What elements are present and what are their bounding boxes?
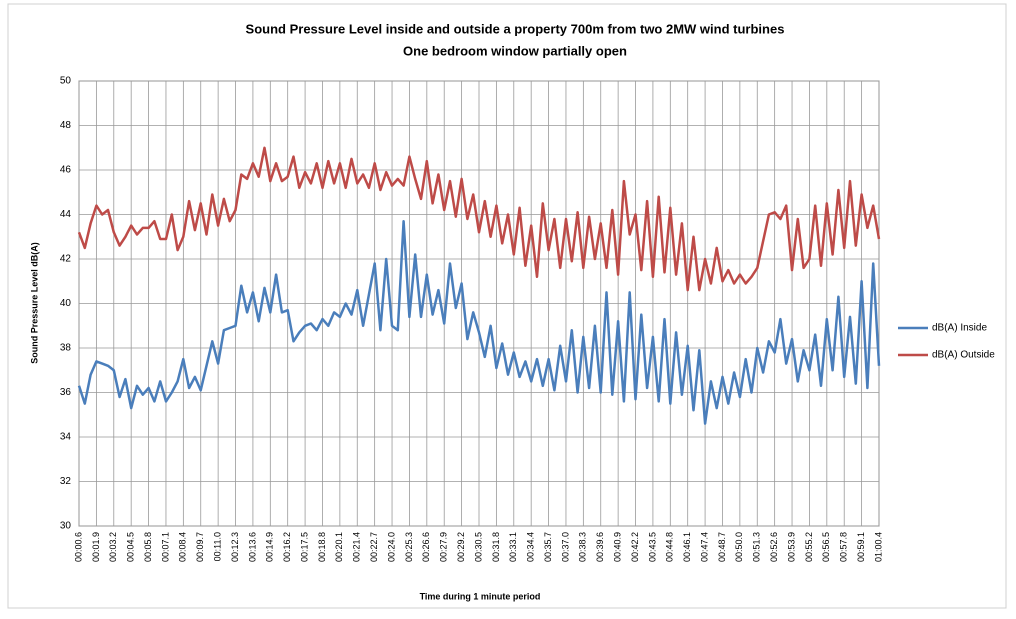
x-tick-label: 00:34.4 <box>526 532 536 562</box>
y-tick-label: 44 <box>60 209 72 220</box>
y-tick-label: 50 <box>60 76 72 87</box>
x-tick-label: 00:14.9 <box>265 532 275 562</box>
x-tick-label: 00:07.1 <box>160 532 170 562</box>
x-tick-label: 00:52.6 <box>769 532 779 562</box>
x-tick-label: 00:47.4 <box>699 532 709 562</box>
x-tick-label: 00:18.8 <box>317 532 327 562</box>
x-tick-label: 00:40.9 <box>613 532 623 562</box>
x-tick-label: 00:25.3 <box>404 532 414 562</box>
legend-label: dB(A) Outside <box>932 350 995 361</box>
y-axis-title: Sound Pressure Level dB(A) <box>29 242 39 364</box>
x-tick-label: 00:35.7 <box>543 532 553 562</box>
series-line <box>77 146 881 292</box>
x-tick-label: 00:56.5 <box>821 532 831 562</box>
chart-title: Sound Pressure Level inside and outside … <box>246 21 785 36</box>
x-axis-title: Time during 1 minute period <box>420 591 541 601</box>
x-tick-label: 00:57.8 <box>839 532 849 562</box>
x-tick-label: 00:08.4 <box>178 532 188 562</box>
x-tick-label: 00:20.1 <box>334 532 344 562</box>
x-tick-label: 00:59.1 <box>856 532 866 562</box>
y-tick-label: 40 <box>60 298 72 309</box>
x-tick-label: 00:04.5 <box>126 532 136 562</box>
y-tick-label: 38 <box>60 343 72 354</box>
x-tick-label: 01:00.4 <box>873 532 883 562</box>
x-tick-label: 00:26.6 <box>421 532 431 562</box>
y-tick-label: 36 <box>60 387 72 398</box>
y-tick-label: 42 <box>60 254 72 265</box>
x-tick-label: 00:21.4 <box>352 532 362 562</box>
x-tick-label: 00:42.2 <box>630 532 640 562</box>
x-tick-label: 00:01.9 <box>91 532 101 562</box>
x-tick-label: 00:11.0 <box>213 532 223 561</box>
x-tick-label: 00:16.2 <box>282 532 292 562</box>
x-tick-label: 00:51.3 <box>752 532 762 562</box>
x-tick-label: 00:33.1 <box>508 532 518 562</box>
x-tick-label: 00:37.0 <box>560 532 570 562</box>
y-tick-label: 30 <box>60 521 72 532</box>
x-tick-label: 00:48.7 <box>717 532 727 562</box>
x-tick-label: 00:09.7 <box>195 532 205 562</box>
x-tick-label: 00:27.9 <box>439 532 449 562</box>
x-tick-label: 00:43.5 <box>647 532 657 562</box>
x-tick-label: 00:17.5 <box>299 532 309 562</box>
y-tick-label: 48 <box>60 120 72 131</box>
x-tick-label: 00:24.0 <box>386 532 396 562</box>
y-tick-label: 32 <box>60 476 72 487</box>
x-tick-label: 00:29.2 <box>456 532 466 562</box>
x-tick-label: 00:13.6 <box>247 532 257 562</box>
x-tick-label: 00:39.6 <box>595 532 605 562</box>
chart-border <box>7 3 1007 609</box>
x-tick-label: 00:53.9 <box>786 532 796 562</box>
x-tick-label: 00:05.8 <box>143 532 153 562</box>
x-tick-label: 00:12.3 <box>230 532 240 562</box>
x-tick-label: 00:38.3 <box>578 532 588 562</box>
series-line <box>77 219 881 425</box>
x-tick-label: 00:44.8 <box>665 532 675 562</box>
x-tick-label: 00:22.7 <box>369 532 379 562</box>
x-tick-label: 00:03.2 <box>108 532 118 562</box>
legend-label: dB(A) Inside <box>932 323 987 334</box>
x-tick-label: 00:55.2 <box>804 532 814 562</box>
y-tick-label: 34 <box>60 432 72 443</box>
x-tick-label: 00:50.0 <box>734 532 744 562</box>
x-tick-label: 00:30.5 <box>473 532 483 562</box>
chart-subtitle: One bedroom window partially open <box>403 43 627 58</box>
x-tick-label: 00:00.6 <box>73 532 83 562</box>
x-tick-label: 00:31.8 <box>491 532 501 562</box>
x-tick-label: 00:46.1 <box>682 532 692 562</box>
y-tick-label: 46 <box>60 165 72 176</box>
